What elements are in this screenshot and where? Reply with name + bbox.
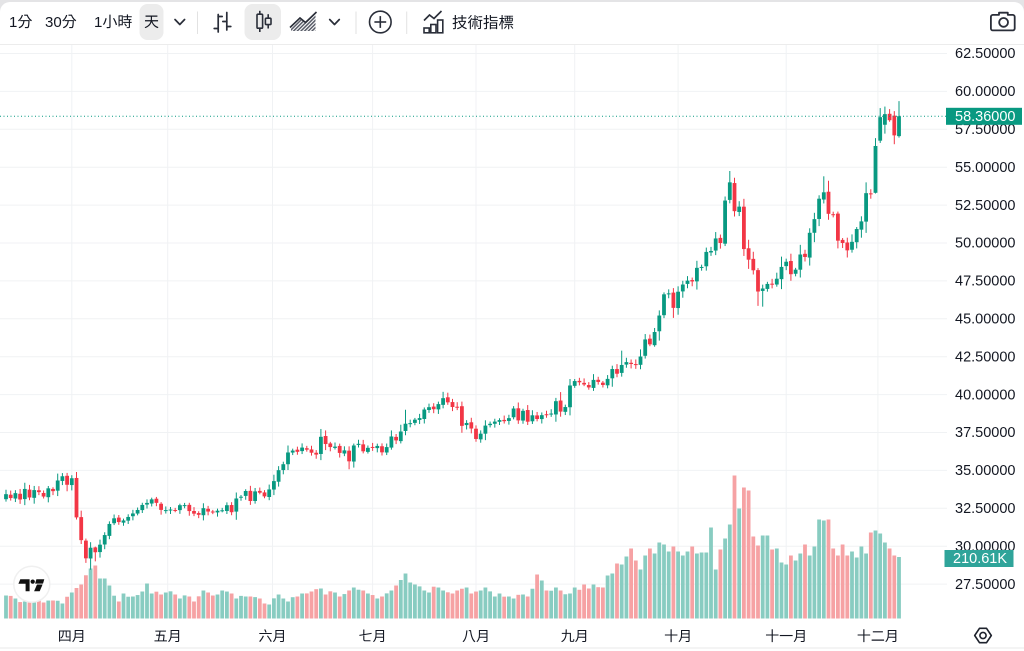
svg-text:42.50000: 42.50000	[955, 349, 1015, 365]
svg-text:37.50000: 37.50000	[955, 425, 1015, 441]
svg-text:60.00000: 60.00000	[955, 84, 1015, 100]
svg-text:45.00000: 45.00000	[955, 312, 1015, 328]
svg-text:35.00000: 35.00000	[955, 463, 1015, 479]
svg-text:32.50000: 32.50000	[955, 501, 1015, 517]
svg-text:1: 1	[9, 14, 17, 31]
svg-text:57.50000: 57.50000	[955, 122, 1015, 138]
svg-text:210.61K: 210.61K	[953, 551, 1007, 567]
svg-text:50.00000: 50.00000	[955, 236, 1015, 252]
svg-text:55.00000: 55.00000	[955, 160, 1015, 176]
svg-text:52.50000: 52.50000	[955, 198, 1015, 214]
svg-text:30: 30	[45, 14, 62, 31]
svg-text:1: 1	[94, 14, 102, 31]
svg-text:47.50000: 47.50000	[955, 274, 1015, 290]
svg-text:58.36000: 58.36000	[955, 109, 1015, 125]
svg-text:27.50000: 27.50000	[955, 577, 1015, 593]
svg-text:62.50000: 62.50000	[955, 46, 1015, 62]
svg-text:40.00000: 40.00000	[955, 387, 1015, 403]
